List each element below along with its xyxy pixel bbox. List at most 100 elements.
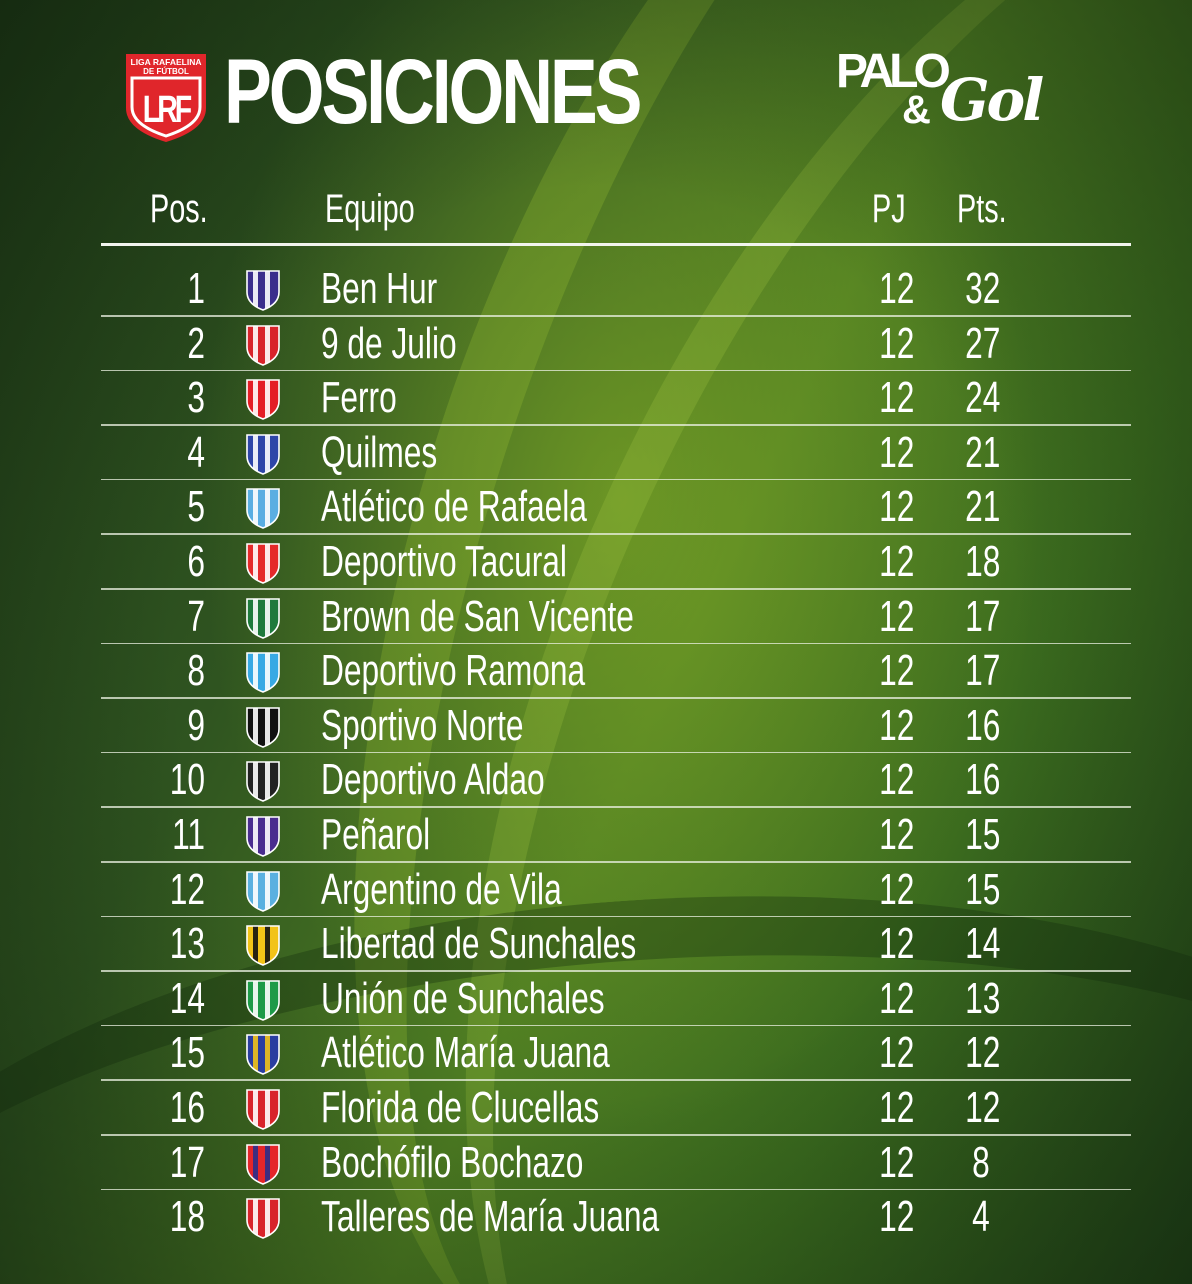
position-cell: 8 xyxy=(187,646,205,696)
table-row: 3 Ferro 12 24 xyxy=(101,371,1131,426)
played-cell: 12 xyxy=(879,646,915,696)
row-divider xyxy=(101,1134,1131,1136)
points-cell: 21 xyxy=(965,427,1001,477)
points-cell: 15 xyxy=(965,809,1001,859)
table-row: 16 Florida de Clucellas 12 12 xyxy=(101,1081,1131,1136)
team-name-cell: Bochófilo Bochazo xyxy=(321,1137,584,1187)
brand-palo-text: PALO xyxy=(836,45,951,98)
table-row: 10 Deportivo Aldao 12 16 xyxy=(101,753,1131,808)
points-cell: 32 xyxy=(965,264,1001,313)
played-cell: 12 xyxy=(879,973,915,1023)
position-cell: 2 xyxy=(187,318,205,368)
team-name-cell: Libertad de Sunchales xyxy=(321,919,637,969)
points-cell: 15 xyxy=(965,864,1001,914)
team-name-cell: Brown de San Vicente xyxy=(321,591,634,641)
header: LIGA RAFAELINA DE FÚTBOL LRF POSICIONES … xyxy=(0,0,1192,170)
table-row: 11 Peñarol 12 15 xyxy=(101,808,1131,863)
argentino-vila-crest-icon xyxy=(246,870,280,912)
brown-san-vicente-crest-icon xyxy=(246,597,280,639)
ben-hur-crest-icon xyxy=(246,270,280,311)
points-cell: 16 xyxy=(965,700,1001,750)
standings-table: 1 Ben Hur 12 32 2 9 de Julio 12 27 3 Ferro 12 24 4 Qu… xyxy=(101,262,1131,1245)
brand-ampersand-text: & xyxy=(902,88,931,132)
position-cell: 15 xyxy=(169,1028,205,1078)
table-row: 8 Deportivo Ramona 12 17 xyxy=(101,644,1131,699)
played-cell: 12 xyxy=(879,1028,915,1078)
points-cell: 18 xyxy=(965,536,1001,586)
played-cell: 12 xyxy=(879,373,915,423)
played-cell: 12 xyxy=(879,264,915,313)
played-cell: 12 xyxy=(879,809,915,859)
points-cell: 21 xyxy=(965,482,1001,532)
column-header-pj: PJ xyxy=(872,187,906,231)
team-name-cell: Ben Hur xyxy=(321,264,438,313)
talleres-maria-juana-crest-icon xyxy=(246,1198,280,1239)
ferro-crest-icon xyxy=(246,379,280,421)
row-divider xyxy=(101,697,1131,699)
position-cell: 17 xyxy=(169,1137,205,1187)
column-header-pos: Pos. xyxy=(150,187,208,231)
column-header-team: Equipo xyxy=(325,187,415,231)
svg-text:DE FÚTBOL: DE FÚTBOL xyxy=(143,67,189,76)
team-name-cell: Quilmes xyxy=(321,427,438,477)
played-cell: 12 xyxy=(879,864,915,914)
team-name-cell: Argentino de Vila xyxy=(321,864,562,914)
points-cell: 13 xyxy=(965,973,1001,1023)
table-row: 13 Libertad de Sunchales 12 14 xyxy=(101,917,1131,972)
row-divider xyxy=(101,1188,1131,1191)
position-cell: 6 xyxy=(187,536,205,586)
sportivo-norte-crest-icon xyxy=(246,706,280,748)
points-cell: 8 xyxy=(972,1137,990,1187)
palo-y-gol-logo: PALO & Gol xyxy=(836,48,1076,148)
team-name-cell: Deportivo Ramona xyxy=(321,646,586,696)
row-divider xyxy=(101,806,1131,808)
team-name-cell: Florida de Clucellas xyxy=(321,1082,600,1132)
table-row: 14 Unión de Sunchales 12 13 xyxy=(101,972,1131,1027)
played-cell: 12 xyxy=(879,318,915,368)
position-cell: 9 xyxy=(187,700,205,750)
row-divider xyxy=(101,533,1131,535)
played-cell: 12 xyxy=(879,1137,915,1187)
brand-gol-text: Gol xyxy=(940,66,1044,134)
union-sunchales-crest-icon xyxy=(246,979,280,1021)
row-divider xyxy=(101,751,1131,754)
table-row: 18 Talleres de María Juana 12 4 xyxy=(101,1190,1131,1245)
atletico-maria-juana-crest-icon xyxy=(246,1034,280,1076)
column-header-pts: Pts. xyxy=(957,187,1007,231)
played-cell: 12 xyxy=(879,700,915,750)
row-divider xyxy=(101,1024,1131,1027)
9-de-julio-crest-icon xyxy=(246,324,280,366)
played-cell: 12 xyxy=(879,755,915,805)
points-cell: 17 xyxy=(965,646,1001,696)
table-row: 5 Atlético de Rafaela 12 21 xyxy=(101,480,1131,535)
team-name-cell: Deportivo Aldao xyxy=(321,755,545,805)
team-name-cell: Deportivo Tacural xyxy=(321,536,567,586)
team-name-cell: 9 de Julio xyxy=(321,318,457,368)
penarol-crest-icon xyxy=(246,816,280,857)
team-name-cell: Ferro xyxy=(321,373,397,423)
played-cell: 12 xyxy=(879,1082,915,1132)
deportivo-tacural-crest-icon xyxy=(246,543,280,584)
page-title: POSICIONES xyxy=(224,41,643,143)
team-name-cell: Talleres de María Juana xyxy=(321,1192,660,1242)
team-name-cell: Atlético María Juana xyxy=(321,1028,610,1078)
team-name-cell: Sportivo Norte xyxy=(321,700,524,750)
row-divider xyxy=(101,861,1131,863)
position-cell: 16 xyxy=(169,1082,205,1132)
libertad-sunchales-crest-icon xyxy=(246,925,280,966)
table-row: 17 Bochófilo Bochazo 12 8 xyxy=(101,1136,1131,1191)
quilmes-crest-icon xyxy=(246,433,280,475)
row-divider xyxy=(101,369,1131,372)
points-cell: 24 xyxy=(965,373,1001,423)
deportivo-aldao-crest-icon xyxy=(246,761,280,803)
position-cell: 1 xyxy=(187,264,205,313)
table-row: 9 Sportivo Norte 12 16 xyxy=(101,699,1131,754)
row-divider xyxy=(101,970,1131,972)
bochofilo-bochazo-crest-icon xyxy=(246,1143,280,1185)
row-divider xyxy=(101,478,1131,481)
row-divider xyxy=(101,642,1131,645)
table-row: 2 9 de Julio 12 27 xyxy=(101,317,1131,372)
played-cell: 12 xyxy=(879,1192,915,1242)
played-cell: 12 xyxy=(879,591,915,641)
